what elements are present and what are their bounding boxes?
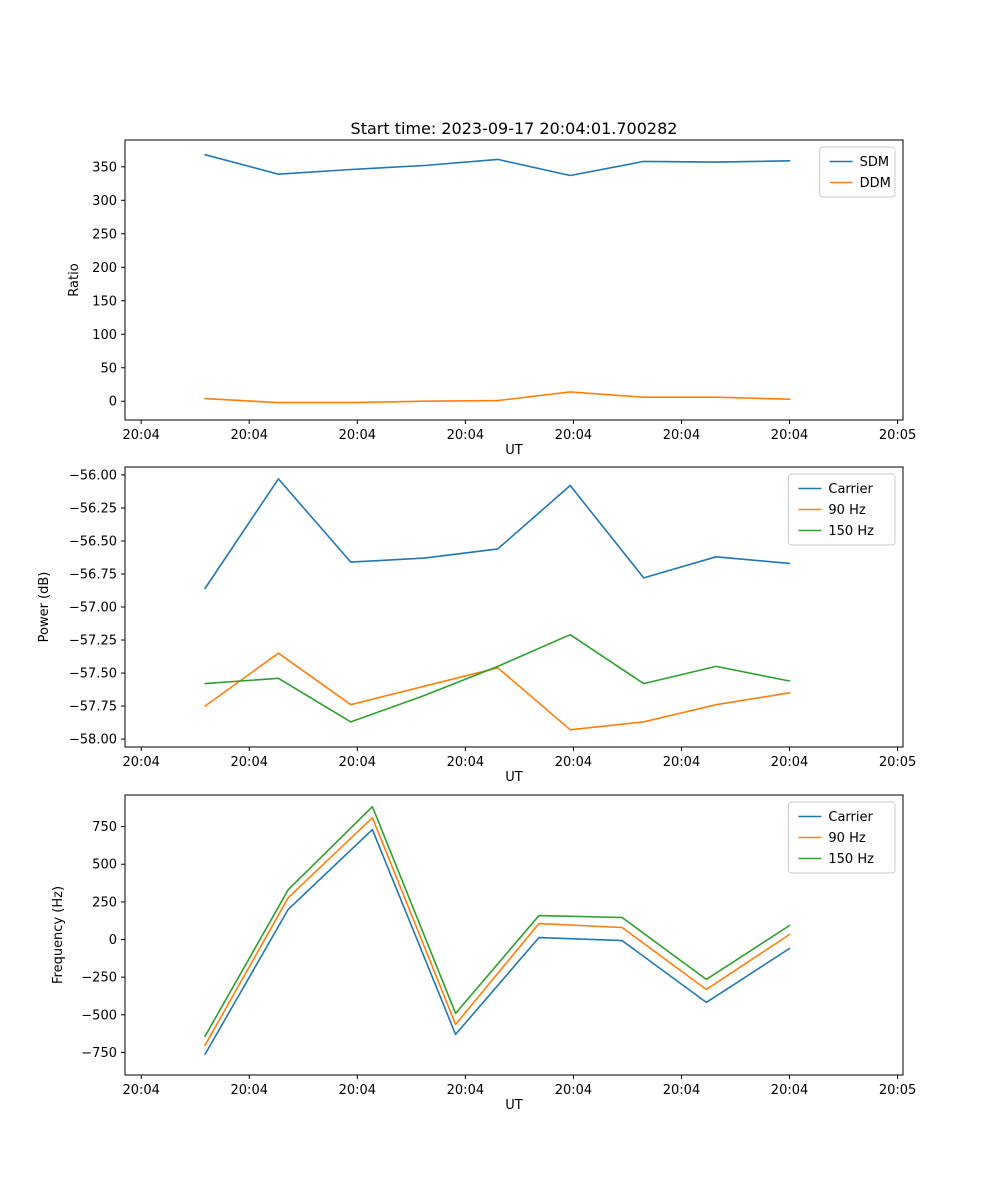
y-tick-label: 300 xyxy=(92,194,117,209)
series-line-150-hz xyxy=(204,805,791,1038)
legend: SDM DDM xyxy=(819,146,896,198)
y-tick-label: 350 xyxy=(92,160,117,175)
x-tick-label: 20:04 xyxy=(555,428,592,443)
series-line-90-hz xyxy=(204,816,791,1047)
x-tick-label: 20:04 xyxy=(663,1083,700,1098)
y-tick-label: 0 xyxy=(109,395,117,410)
y-tick-label: −57.75 xyxy=(69,700,117,715)
legend-box xyxy=(787,473,896,546)
x-tick-label: 20:04 xyxy=(339,1083,376,1098)
plot-border xyxy=(124,794,904,1076)
y-tick-label: −500 xyxy=(81,1008,117,1023)
x-tick-label: 20:04 xyxy=(122,1083,159,1098)
y-tick-label: −250 xyxy=(81,971,117,986)
series-line-150-hz xyxy=(204,633,791,723)
legend-label: 90 Hz xyxy=(828,831,865,846)
y-tick-label: −750 xyxy=(81,1046,117,1061)
legend-label: 150 Hz xyxy=(828,524,874,539)
legend-label: 90 Hz xyxy=(828,503,865,518)
x-tick-label: 20:04 xyxy=(122,428,159,443)
figure-title: Start time: 2023-09-17 20:04:01.700282 xyxy=(351,119,678,138)
x-tick-label: 20:04 xyxy=(771,1083,808,1098)
legend: Carrier 90 Hz 150 Hz xyxy=(787,473,896,546)
legend-label: DDM xyxy=(860,176,891,191)
y-tick-label: −57.25 xyxy=(69,634,117,649)
x-tick-label: 20:04 xyxy=(231,755,268,770)
axes-2: −58.00 −57.75 −57.50 −57.25 −57.00 −56.75 −56.… xyxy=(69,466,916,770)
x-tick-label: 20:04 xyxy=(231,428,268,443)
plot-border xyxy=(124,466,904,748)
xlabel-ratio-chart: UT xyxy=(505,443,523,458)
plot-border xyxy=(124,139,904,421)
y-tick-label: 50 xyxy=(100,361,117,376)
y-tick-label: −57.00 xyxy=(69,601,117,616)
x-tick-label: 20:04 xyxy=(447,755,484,770)
x-tick-label: 20:04 xyxy=(447,1083,484,1098)
y-tick-label: −57.50 xyxy=(69,667,117,682)
y-tick-label: −56.75 xyxy=(69,567,117,582)
y-tick-label: 750 xyxy=(92,820,117,835)
x-tick-label: 20:04 xyxy=(122,755,159,770)
legend-box xyxy=(787,801,896,874)
xlabel-frequency-chart: UT xyxy=(505,1098,523,1113)
x-tick-label: 20:04 xyxy=(555,1083,592,1098)
x-tick-label: 20:04 xyxy=(231,1083,268,1098)
legend-label: Carrier xyxy=(828,482,873,497)
legend-box xyxy=(819,146,896,198)
y-tick-label: 500 xyxy=(92,858,117,873)
y-tick-label: 200 xyxy=(92,261,117,276)
legend: Carrier 90 Hz 150 Hz xyxy=(787,801,896,874)
ylabel-power: Power (dB) xyxy=(37,572,52,643)
legend-label: 150 Hz xyxy=(828,852,874,867)
ylabel-frequency: Frequency (Hz) xyxy=(51,886,66,984)
axes-1: 0 50 100 150 200 250 300 350 20:04 20:04 20:04 20:0… xyxy=(92,139,916,443)
axes-3: −750 −500 −250 0 250 500 750 20:04 20:04 20:04 20:… xyxy=(81,794,916,1098)
y-tick-label: 250 xyxy=(92,227,117,242)
y-tick-label: −58.00 xyxy=(69,733,117,748)
y-tick-label: 150 xyxy=(92,294,117,309)
x-tick-label: 20:04 xyxy=(339,755,376,770)
x-tick-label: 20:04 xyxy=(447,428,484,443)
x-tick-label: 20:04 xyxy=(771,428,808,443)
y-tick-label: 250 xyxy=(92,895,117,910)
series-line-ddm xyxy=(204,391,791,404)
y-tick-label: 100 xyxy=(92,328,117,343)
x-tick-label: 20:04 xyxy=(663,428,700,443)
series-line-carrier xyxy=(204,828,791,1056)
legend-label: Carrier xyxy=(828,810,873,825)
xlabel-power-chart: UT xyxy=(505,770,523,785)
x-tick-label: 20:04 xyxy=(555,755,592,770)
y-tick-label: −56.50 xyxy=(69,534,117,549)
y-tick-label: −56.25 xyxy=(69,501,117,516)
x-tick-label: 20:04 xyxy=(339,428,376,443)
y-tick-label: 0 xyxy=(109,933,117,948)
x-tick-label: 20:05 xyxy=(879,428,916,443)
y-tick-label: −56.00 xyxy=(69,468,117,483)
x-tick-label: 20:05 xyxy=(879,755,916,770)
series-line-sdm xyxy=(204,153,791,177)
series-line-90-hz xyxy=(204,652,791,731)
axes-group: 0 50 100 150 200 250 300 350 20:04 20:04 20:04 20:0… xyxy=(69,139,916,1098)
x-tick-label: 20:04 xyxy=(663,755,700,770)
x-tick-label: 20:04 xyxy=(771,755,808,770)
x-tick-label: 20:05 xyxy=(879,1083,916,1098)
legend-label: SDM xyxy=(860,155,889,170)
series-line-carrier xyxy=(204,478,791,590)
ylabel-ratio: Ratio xyxy=(67,263,82,296)
